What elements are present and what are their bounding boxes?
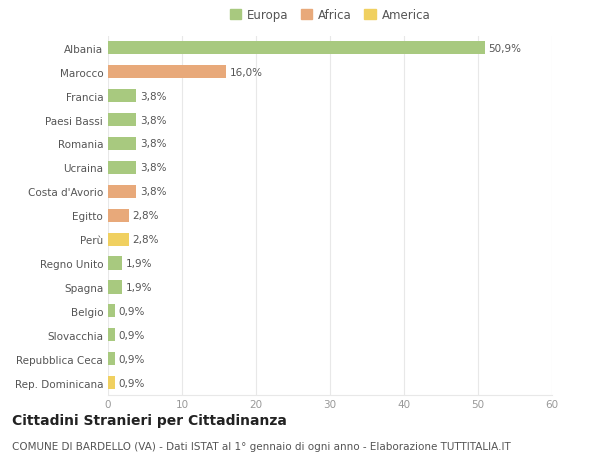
Bar	[108, 209, 129, 222]
Text: 16,0%: 16,0%	[230, 67, 263, 78]
Text: 3,8%: 3,8%	[140, 163, 166, 173]
Text: 0,9%: 0,9%	[118, 306, 145, 316]
Text: 2,8%: 2,8%	[133, 235, 159, 245]
Text: 0,9%: 0,9%	[118, 354, 145, 364]
Text: COMUNE DI BARDELLO (VA) - Dati ISTAT al 1° gennaio di ogni anno - Elaborazione T: COMUNE DI BARDELLO (VA) - Dati ISTAT al …	[12, 441, 511, 451]
Text: 3,8%: 3,8%	[140, 187, 166, 197]
Bar	[108, 281, 122, 294]
Bar	[108, 233, 129, 246]
Text: 1,9%: 1,9%	[126, 258, 152, 269]
Text: 3,8%: 3,8%	[140, 91, 166, 101]
Text: 2,8%: 2,8%	[133, 211, 159, 221]
Text: 50,9%: 50,9%	[488, 44, 521, 54]
Bar	[108, 42, 485, 55]
Text: Cittadini Stranieri per Cittadinanza: Cittadini Stranieri per Cittadinanza	[12, 413, 287, 427]
Text: 3,8%: 3,8%	[140, 115, 166, 125]
Bar	[108, 329, 115, 341]
Bar	[108, 138, 136, 151]
Bar	[108, 66, 226, 79]
Text: 3,8%: 3,8%	[140, 139, 166, 149]
Legend: Europa, Africa, America: Europa, Africa, America	[227, 7, 433, 24]
Text: 1,9%: 1,9%	[126, 282, 152, 292]
Bar	[108, 353, 115, 365]
Bar	[108, 114, 136, 127]
Text: 0,9%: 0,9%	[118, 330, 145, 340]
Bar	[108, 90, 136, 103]
Bar	[108, 305, 115, 318]
Bar	[108, 162, 136, 174]
Bar	[108, 376, 115, 389]
Text: 0,9%: 0,9%	[118, 378, 145, 388]
Bar	[108, 257, 122, 270]
Bar	[108, 185, 136, 198]
